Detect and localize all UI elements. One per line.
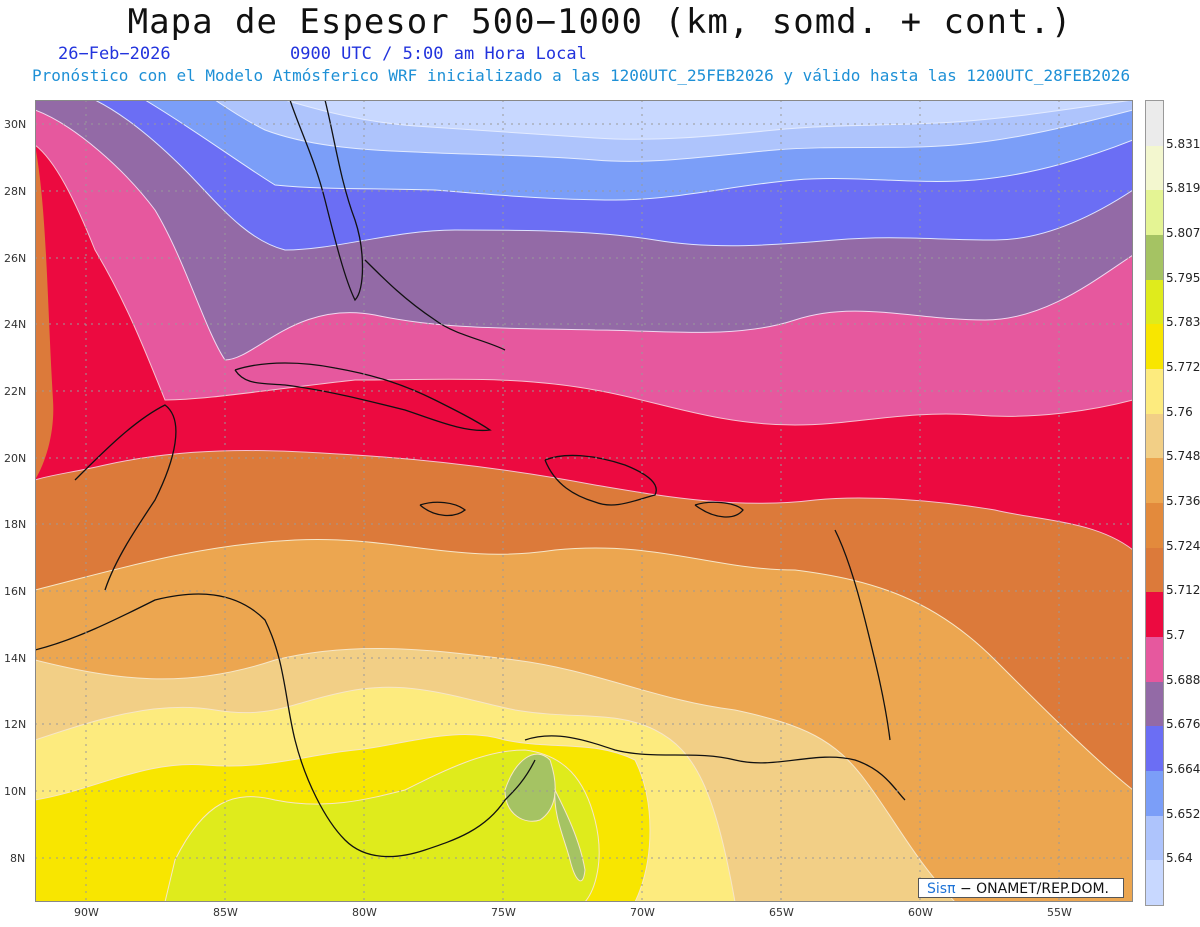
- bahamas: [364, 259, 506, 351]
- lon-tick-65w: 65W: [769, 906, 794, 919]
- colorbar-label: 5.748: [1166, 449, 1200, 464]
- colorbar-segment: [1146, 279, 1163, 325]
- colorbar-segment: [1146, 324, 1163, 370]
- lat-tick-16n: 16N: [4, 585, 27, 598]
- colorbar-label: 5.736: [1166, 494, 1200, 508]
- colorbar-segment: [1146, 771, 1163, 817]
- lesser-antilles: [834, 529, 891, 741]
- lat-tick-20n: 20N: [4, 452, 27, 465]
- colorbar-segment: [1146, 592, 1163, 638]
- map-title: Mapa de Espesor 500−1000 (km, somd. + co…: [127, 2, 1073, 42]
- colorbar-segment: [1146, 413, 1163, 459]
- colorbar-label: 5.712: [1166, 583, 1200, 598]
- model-info: Pronóstico con el Modelo Atmósferico WRF…: [32, 66, 1131, 85]
- colorbar-segment: [1146, 637, 1163, 683]
- colorbar-segment: [1146, 235, 1163, 281]
- cuba-coast: [234, 362, 492, 432]
- colorbar-label: 5.795: [1166, 270, 1200, 285]
- colorbar-label: 5.64: [1166, 851, 1193, 866]
- colorbar-segment: [1146, 681, 1163, 727]
- south-america-coast: [524, 735, 906, 801]
- colorbar-label: 5.807: [1166, 226, 1200, 240]
- colorbar-label: 5.831: [1166, 136, 1200, 151]
- band-5783-b: [554, 788, 586, 882]
- hispaniola-coast: [544, 454, 657, 506]
- colorbar-label: 5.724: [1166, 538, 1200, 553]
- colorbar-segment: [1146, 860, 1163, 906]
- lon-tick-70w: 70W: [630, 906, 655, 919]
- lat-tick-22n: 22N: [4, 385, 27, 398]
- colorbar-label: 5.772: [1166, 360, 1200, 374]
- lat-tick-28n: 28N: [4, 185, 27, 198]
- lat-tick-14n: 14N: [4, 652, 27, 665]
- colorbar-label: 5.819: [1166, 181, 1200, 196]
- colorbar-label: 5.676: [1166, 717, 1200, 732]
- forecast-time: 0900 UTC / 5:00 am Hora Local: [290, 44, 587, 64]
- colorbar-label: 5.688: [1166, 672, 1200, 687]
- band-5712-west: [35, 145, 54, 480]
- colorbar-segment: [1146, 547, 1163, 593]
- lon-tick-75w: 75W: [491, 906, 516, 919]
- map-frame: [35, 100, 1133, 902]
- colorbar-segment: [1146, 145, 1163, 191]
- lat-tick-8n: 8N: [10, 852, 26, 865]
- coastlines: [35, 100, 906, 858]
- gridlines: [35, 100, 1133, 902]
- lat-tick-18n: 18N: [4, 518, 27, 531]
- colorbar-label: 5.7: [1166, 628, 1186, 642]
- puerto-rico-coast: [694, 501, 744, 518]
- band-5772: [164, 749, 600, 902]
- map-canvas: [35, 100, 1133, 902]
- colorbar-label: 5.76: [1166, 404, 1193, 419]
- lon-tick-85w: 85W: [213, 906, 238, 919]
- colorbar-segment: [1146, 101, 1163, 147]
- credit-box: Sisπ − ONAMET/REP.DOM.: [918, 878, 1124, 898]
- credit-logo: Sisπ: [927, 881, 956, 897]
- central-america-coast: [35, 593, 536, 858]
- lat-tick-24n: 24N: [4, 318, 27, 331]
- lon-tick-90w: 90W: [74, 906, 99, 919]
- colorbar-segment: [1146, 190, 1163, 236]
- colorbar-segment: [1146, 458, 1163, 504]
- lat-tick-30n: 30N: [4, 118, 27, 131]
- colorbar-label: 5.652: [1166, 806, 1200, 821]
- colorbar-segment: [1146, 726, 1163, 772]
- band-5628: [284, 100, 1133, 140]
- jamaica-coast: [419, 501, 467, 517]
- forecast-date: 26−Feb−2026: [58, 44, 171, 64]
- lat-tick-10n: 10N: [4, 785, 27, 798]
- thickness-map: [35, 100, 1133, 902]
- florida-coast: [289, 100, 364, 302]
- colorbar: [1145, 100, 1164, 906]
- colorbar-label: 5.783: [1166, 315, 1200, 330]
- colorbar-segment: [1146, 815, 1163, 861]
- lon-tick-60w: 60W: [908, 906, 933, 919]
- lat-tick-26n: 26N: [4, 252, 27, 265]
- colorbar-segment: [1146, 503, 1163, 549]
- yucatan-coast: [74, 404, 177, 591]
- colorbar-label: 5.664: [1166, 762, 1200, 776]
- lon-tick-80w: 80W: [352, 906, 377, 919]
- colorbar-segment: [1146, 369, 1163, 415]
- lat-tick-12n: 12N: [4, 718, 27, 731]
- lon-tick-55w: 55W: [1047, 906, 1072, 919]
- credit-text: − ONAMET/REP.DOM.: [959, 881, 1110, 897]
